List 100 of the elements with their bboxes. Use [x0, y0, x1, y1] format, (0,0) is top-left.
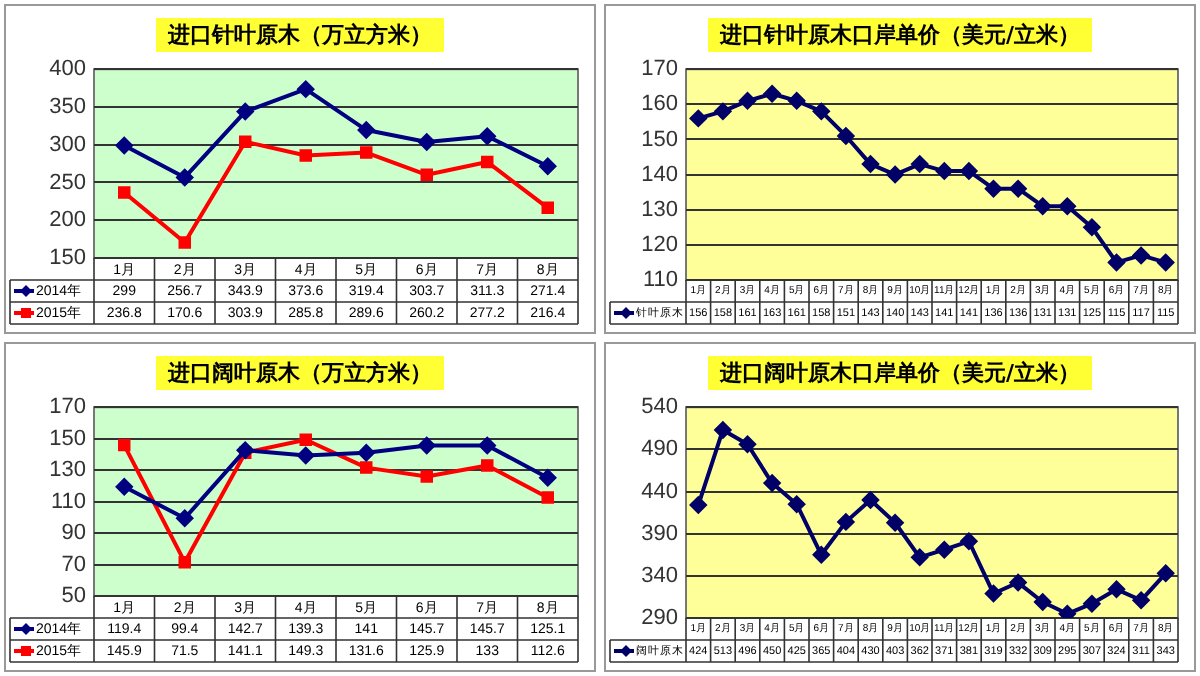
point — [178, 555, 191, 569]
point — [812, 102, 830, 120]
y-tick-label: 540 — [641, 395, 678, 420]
point — [714, 102, 732, 120]
point — [1034, 197, 1052, 215]
point — [812, 546, 830, 564]
point — [985, 180, 1002, 198]
point — [478, 437, 496, 454]
y-tick-label: 150 — [641, 127, 678, 152]
y-tick-label: 140 — [641, 162, 678, 187]
point — [837, 127, 855, 145]
point — [418, 133, 436, 151]
point — [239, 135, 252, 149]
point — [1034, 593, 1052, 611]
y-tick-label: 390 — [641, 521, 678, 546]
point — [1083, 595, 1101, 613]
point — [541, 201, 554, 215]
point — [297, 447, 315, 464]
point — [739, 92, 756, 110]
point — [862, 155, 879, 173]
point — [862, 491, 879, 509]
chart-title: 进口针叶原木（万立方米） — [156, 18, 444, 52]
point — [1009, 180, 1027, 198]
point — [115, 478, 133, 496]
point — [1132, 591, 1150, 609]
y-tick-label: 340 — [641, 563, 678, 588]
chart-title: 进口阔叶原木（万立方米） — [156, 356, 444, 390]
point — [236, 441, 254, 459]
point — [481, 459, 494, 472]
point — [1108, 580, 1125, 598]
point — [176, 169, 194, 186]
y-tick-label: 350 — [49, 95, 86, 120]
point — [763, 85, 781, 103]
point — [689, 109, 707, 127]
point — [236, 103, 254, 120]
point — [539, 157, 557, 175]
chart-title: 进口阔叶原木口岸单价（美元/立米） — [707, 356, 1093, 390]
point — [118, 186, 131, 199]
point — [935, 162, 953, 180]
point — [118, 438, 131, 452]
point — [357, 444, 375, 462]
point — [541, 491, 554, 504]
y-tick-label: 170 — [49, 395, 86, 420]
point — [481, 155, 494, 169]
point — [357, 121, 375, 139]
y-tick-label: 130 — [49, 458, 86, 483]
y-tick-label: 90 — [61, 521, 86, 546]
y-tick-label: 170 — [641, 57, 678, 82]
y-tick-label: 160 — [641, 92, 678, 117]
point — [763, 474, 781, 492]
y-tick-label: 110 — [642, 268, 678, 293]
point — [420, 168, 433, 182]
y-tick-label: 50 — [61, 584, 86, 609]
point — [299, 433, 312, 447]
point — [960, 162, 978, 180]
y-tick-label: 130 — [641, 197, 678, 222]
point — [1108, 254, 1125, 271]
point — [985, 585, 1002, 602]
chart-title: 进口针叶原木口岸单价（美元/立米） — [707, 18, 1093, 52]
point — [689, 496, 707, 514]
point — [960, 532, 978, 550]
point — [1009, 574, 1027, 591]
point — [115, 137, 133, 154]
point — [935, 541, 953, 559]
point — [360, 461, 373, 474]
point — [1157, 254, 1175, 271]
point — [911, 155, 929, 173]
y-tick-label: 110 — [50, 489, 86, 514]
y-tick-label: 150 — [49, 426, 86, 451]
y-tick-label: 290 — [641, 606, 678, 631]
y-tick-label: 120 — [641, 232, 678, 257]
point — [478, 127, 496, 145]
point — [299, 149, 312, 162]
point — [178, 236, 191, 249]
point — [1083, 218, 1101, 236]
point — [886, 166, 904, 183]
point — [539, 469, 557, 487]
y-tick-label: 490 — [641, 437, 678, 462]
point — [297, 80, 315, 98]
point — [788, 92, 806, 110]
point — [1058, 197, 1076, 215]
point — [420, 470, 433, 483]
point — [360, 146, 373, 159]
point — [176, 509, 194, 527]
y-tick-label: 250 — [49, 170, 86, 195]
y-tick-label: 200 — [49, 208, 86, 233]
point — [837, 513, 855, 531]
point — [1058, 605, 1076, 618]
point — [739, 435, 756, 453]
point — [418, 437, 436, 454]
point — [886, 514, 904, 532]
y-tick-label: 300 — [49, 132, 86, 157]
point — [788, 495, 806, 513]
point — [911, 548, 929, 566]
y-tick-label: 70 — [61, 552, 86, 577]
y-tick-label: 150 — [49, 246, 86, 271]
y-tick-label: 400 — [49, 57, 86, 82]
point — [1157, 564, 1175, 582]
y-tick-label: 440 — [641, 479, 678, 504]
point — [714, 421, 732, 439]
